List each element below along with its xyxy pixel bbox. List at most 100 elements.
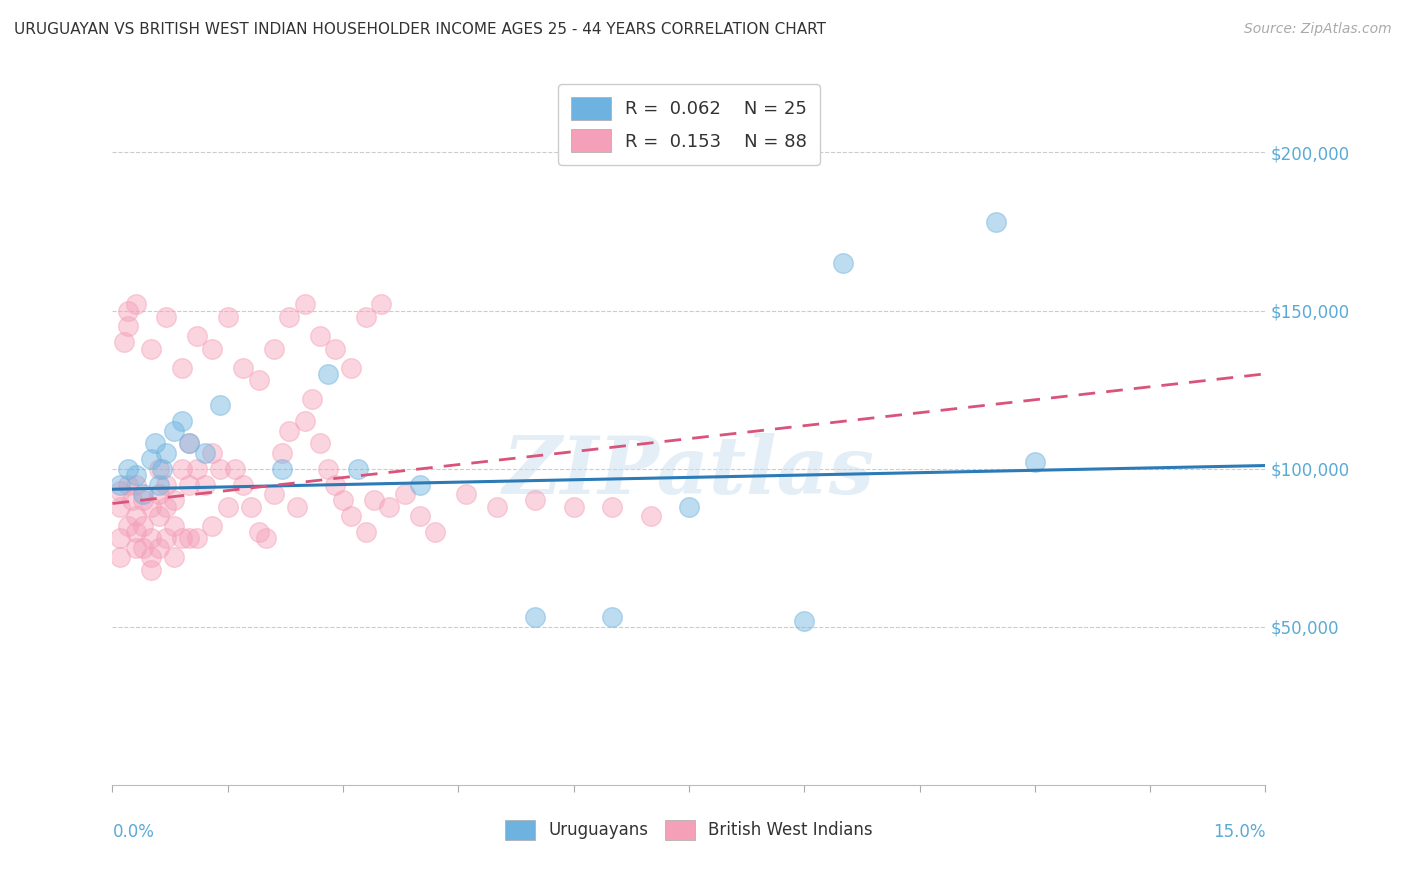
Point [201,342,224,356]
Point [117,303,139,318]
Point [139,500,162,514]
Point [152,461,174,475]
Legend: Uruguayans, British West Indians: Uruguayans, British West Indians [498,814,880,847]
Point [139,342,162,356]
Point [270,461,292,475]
Point [339,509,361,524]
Point [112,335,135,350]
Point [117,319,139,334]
Point [409,477,432,491]
Point [132,487,155,501]
Point [294,414,316,428]
Point [294,297,316,311]
Text: 0.0%: 0.0% [112,823,155,841]
Point [132,518,155,533]
Point [148,509,170,524]
Point [263,487,285,501]
Point [285,500,308,514]
Point [278,424,301,438]
Text: ZIPatlas: ZIPatlas [503,434,875,510]
Point [179,477,201,491]
Text: Source: ZipAtlas.com: Source: ZipAtlas.com [1244,22,1392,37]
Point [108,550,131,565]
Point [316,461,339,475]
Point [201,518,224,533]
Point [247,524,270,539]
Point [485,500,508,514]
Point [139,550,162,565]
Point [378,500,401,514]
Point [170,531,193,545]
Point [232,477,254,491]
Point [600,610,623,624]
Point [121,493,143,508]
Point [524,610,547,624]
Point [263,342,285,356]
Point [132,493,155,508]
Point [325,477,347,491]
Point [194,477,217,491]
Point [394,487,416,501]
Point [524,493,547,508]
Point [354,524,377,539]
Point [186,461,208,475]
Point [831,256,853,270]
Point [108,531,131,545]
Point [278,310,301,324]
Point [155,446,177,460]
Point [170,414,193,428]
Point [124,541,146,555]
Point [148,461,170,475]
Point [117,518,139,533]
Point [640,509,662,524]
Point [108,483,131,498]
Point [179,436,201,450]
Point [678,500,700,514]
Point [155,477,177,491]
Point [309,436,332,450]
Point [186,531,208,545]
Text: URUGUAYAN VS BRITISH WEST INDIAN HOUSEHOLDER INCOME AGES 25 - 44 YEARS CORRELATI: URUGUAYAN VS BRITISH WEST INDIAN HOUSEHO… [14,22,827,37]
Point [170,360,193,375]
Point [108,477,131,491]
Point [179,436,201,450]
Point [217,310,239,324]
Point [170,461,193,475]
Point [124,524,146,539]
Point [347,461,370,475]
Point [155,500,177,514]
Point [117,461,139,475]
Point [148,541,170,555]
Point [1024,455,1046,469]
Point [325,342,347,356]
Point [124,477,146,491]
Point [148,487,170,501]
Point [562,500,585,514]
Point [309,329,332,343]
Point [217,500,239,514]
Point [363,493,385,508]
Point [163,518,186,533]
Point [247,373,270,387]
Point [409,509,432,524]
Text: 15.0%: 15.0% [1213,823,1265,841]
Point [124,509,146,524]
Point [316,367,339,381]
Point [354,310,377,324]
Point [186,329,208,343]
Point [148,477,170,491]
Point [239,500,262,514]
Point [139,531,162,545]
Point [108,500,131,514]
Point [155,531,177,545]
Point [425,524,447,539]
Point [209,461,232,475]
Point [194,446,217,460]
Point [370,297,392,311]
Point [163,424,186,438]
Point [163,550,186,565]
Point [986,215,1008,229]
Point [201,446,224,460]
Point [232,360,254,375]
Point [209,399,232,413]
